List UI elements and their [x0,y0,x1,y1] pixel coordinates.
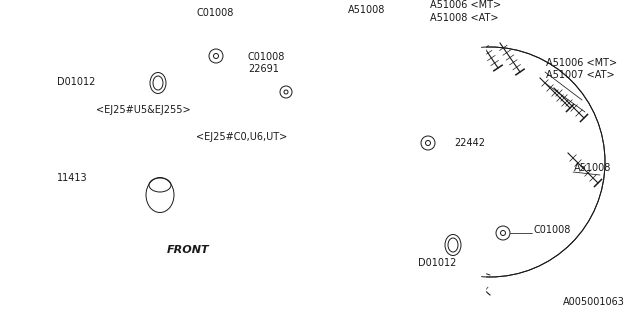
Text: 11413: 11413 [57,173,88,183]
Text: A51008 <AT>: A51008 <AT> [430,13,499,23]
Text: FRONT: FRONT [167,245,210,255]
Text: A51006 <MT>: A51006 <MT> [430,0,501,10]
Text: A51007 <AT>: A51007 <AT> [546,70,614,80]
Text: A51006 <MT>: A51006 <MT> [546,58,617,68]
Text: <EJ25#U5&EJ255>: <EJ25#U5&EJ255> [96,105,191,115]
Text: A005001063: A005001063 [563,297,625,307]
Text: A51008: A51008 [348,5,385,15]
Text: 22691: 22691 [248,64,279,74]
Text: D01012: D01012 [418,258,456,268]
Text: C01008: C01008 [196,8,234,18]
Text: 22442: 22442 [454,138,485,148]
Bar [0,0,480,320]
Text: D01012: D01012 [57,77,95,87]
Text: <EJ25#C0,U6,UT>: <EJ25#C0,U6,UT> [196,132,287,142]
Bar [0,0,485,320]
Text: C01008: C01008 [248,52,285,62]
Text: C01008: C01008 [533,225,570,235]
Text: A51008: A51008 [574,163,611,173]
